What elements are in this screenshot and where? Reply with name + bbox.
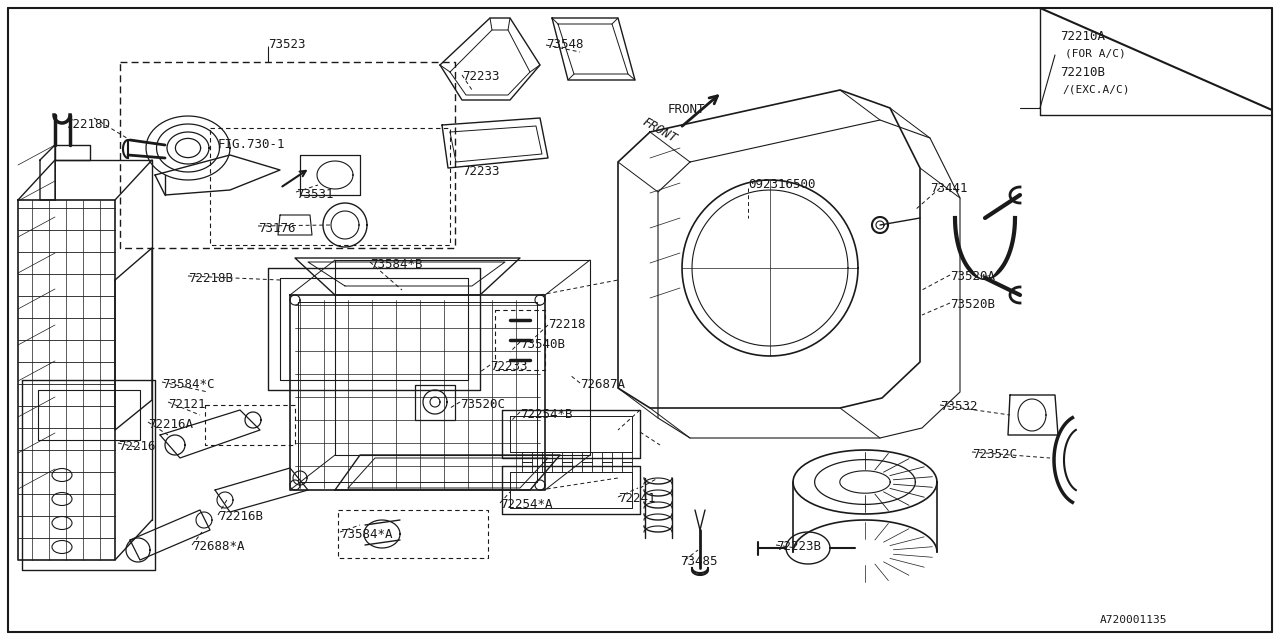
Text: 72254*B: 72254*B [520, 408, 572, 421]
Text: 73584*C: 73584*C [163, 378, 215, 391]
Text: 73441: 73441 [931, 182, 968, 195]
Text: 72218: 72218 [548, 318, 585, 331]
Text: 73532: 73532 [940, 400, 978, 413]
Text: 72121: 72121 [168, 398, 206, 411]
Text: 73485: 73485 [680, 555, 718, 568]
Text: 72233: 72233 [462, 70, 499, 83]
Text: 73520A: 73520A [950, 270, 995, 283]
Text: 72218D: 72218D [65, 118, 110, 131]
Text: 72688*A: 72688*A [192, 540, 244, 553]
Text: 092316500: 092316500 [748, 178, 815, 191]
Text: 72216B: 72216B [218, 510, 262, 523]
Text: 72210B: 72210B [1060, 66, 1105, 79]
Text: 72687A: 72687A [580, 378, 625, 391]
Text: 73520C: 73520C [460, 398, 506, 411]
Text: 73540B: 73540B [520, 338, 564, 351]
Text: 73584*B: 73584*B [370, 258, 422, 271]
Text: 72210A: 72210A [1060, 30, 1105, 43]
Text: FRONT: FRONT [668, 103, 705, 116]
Text: FIG.730-1: FIG.730-1 [218, 138, 285, 151]
Text: 73523: 73523 [268, 38, 306, 51]
Text: 72233: 72233 [462, 165, 499, 178]
Text: 72218B: 72218B [188, 272, 233, 285]
Text: FRONT: FRONT [640, 115, 678, 145]
Text: 72241: 72241 [618, 492, 655, 505]
Text: 72233: 72233 [490, 360, 527, 373]
Text: 72216: 72216 [118, 440, 155, 453]
Text: 73520B: 73520B [950, 298, 995, 311]
Text: 73584*A: 73584*A [340, 528, 393, 541]
Text: /(EXC.A/C): /(EXC.A/C) [1062, 84, 1129, 94]
Text: 73531: 73531 [296, 188, 334, 201]
Text: 73548: 73548 [547, 38, 584, 51]
Text: 72254*A: 72254*A [500, 498, 553, 511]
Text: A720001135: A720001135 [1100, 615, 1167, 625]
Text: 72216A: 72216A [148, 418, 193, 431]
Text: (FOR A/C): (FOR A/C) [1065, 48, 1125, 58]
Text: 73176: 73176 [259, 222, 296, 235]
Text: 72352C: 72352C [972, 448, 1018, 461]
Text: 72223B: 72223B [776, 540, 820, 553]
